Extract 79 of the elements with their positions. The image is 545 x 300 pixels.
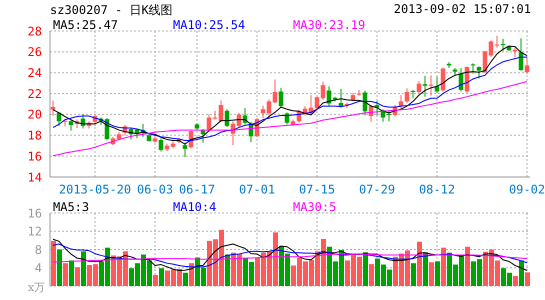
candlestick [56, 112, 62, 126]
x-tick-label: 06-03 [136, 182, 174, 197]
bar [429, 262, 434, 286]
text: MA10:25.54 [173, 18, 246, 32]
y-tick-label: 24 [28, 66, 42, 80]
bar [363, 252, 368, 286]
x-tick-label: 2013-05-20 [58, 182, 132, 197]
candlestick [278, 87, 284, 108]
bar [189, 263, 194, 286]
candlestick [512, 47, 518, 58]
x-tick-label: 07-29 [358, 182, 396, 197]
candlestick [404, 88, 410, 104]
candlestick [524, 56, 530, 74]
candlestick [158, 138, 164, 152]
bar [153, 275, 158, 286]
bar [411, 263, 416, 286]
candlestick [200, 128, 206, 144]
bar [513, 276, 518, 286]
bar [519, 260, 524, 286]
line-series [52, 81, 528, 156]
x-tick-label: 07-15 [298, 182, 336, 197]
y-tick-label: 16 [28, 206, 42, 220]
line-series [52, 238, 528, 271]
bar [51, 240, 56, 286]
y-tick-label: 22 [28, 86, 42, 101]
bar [417, 242, 422, 286]
bar [81, 251, 86, 286]
y-tick-label: 20 [28, 108, 42, 122]
candlestick [428, 74, 434, 96]
y-tick-label: 18 [28, 128, 42, 143]
bar [69, 260, 74, 286]
candlestick [440, 67, 446, 92]
y-tick-label: 28 [28, 24, 42, 38]
chart-title: sz300207 - 日K线图 [50, 3, 173, 17]
bar [57, 250, 62, 286]
text: 2013-09-02 15:07:01 [394, 2, 531, 16]
bar [423, 252, 428, 286]
y-axis-title: x万 [28, 281, 46, 294]
candlestick [416, 80, 422, 94]
y-tick-label: 4 [34, 261, 42, 276]
candlestick [182, 142, 188, 158]
candlestick [422, 75, 428, 98]
bar [441, 248, 446, 286]
bar [465, 246, 470, 286]
candlestick [434, 76, 440, 94]
line-series [52, 254, 528, 263]
bar [435, 261, 440, 286]
candlestick [362, 90, 368, 116]
bar [369, 264, 374, 286]
x-tick-label: 09-02 [508, 182, 545, 197]
x-tick-label: 07-01 [238, 182, 276, 197]
bar [225, 254, 230, 286]
bar [159, 268, 164, 286]
text: MA30:23.19 [293, 18, 366, 32]
candlestick [50, 100, 56, 116]
y-tick-label: 12 [28, 224, 42, 239]
text: MA10:4 [173, 200, 216, 214]
text: MA30:5 [293, 200, 336, 214]
y-tick-label: 26 [28, 45, 42, 60]
candlestick [458, 68, 464, 92]
bar [75, 267, 80, 286]
x-tick-label: 06-17 [178, 182, 216, 197]
candlestick [338, 88, 344, 108]
candlestick [470, 62, 476, 74]
y-tick-label: 16 [28, 149, 42, 164]
text: MA5:3 [53, 200, 90, 214]
candlestick [476, 66, 482, 79]
bar [63, 263, 68, 286]
text: MA5:25.47 [53, 18, 118, 32]
bar [183, 272, 188, 286]
x-tick-label: 08-12 [418, 182, 456, 197]
bar [525, 272, 530, 286]
candlestick [68, 119, 74, 132]
y-tick-label: 8 [34, 242, 42, 257]
candlestick [500, 38, 506, 52]
y-tick-label: 14 [28, 170, 42, 184]
candlestick [224, 108, 230, 128]
line-series [52, 244, 528, 268]
candlestick [410, 89, 416, 99]
